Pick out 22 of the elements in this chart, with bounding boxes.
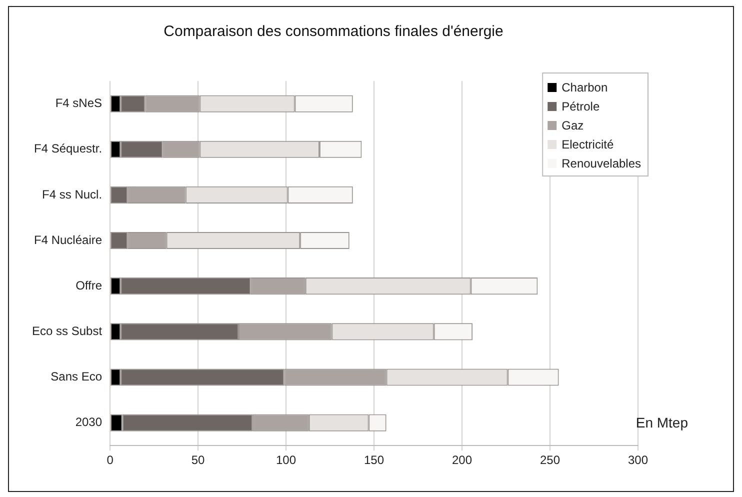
x-tick-label: 300: [628, 453, 648, 468]
x-tick-label: 50: [191, 453, 206, 468]
x-tick-label: 250: [540, 453, 560, 468]
legend-label: Charbon: [562, 80, 608, 94]
y-tick-label: Sans Eco: [50, 370, 102, 384]
legend-label: Pétrole: [562, 99, 600, 114]
x-tick-label: 0: [106, 453, 114, 468]
y-tick-label: Eco ss Subst: [32, 324, 103, 338]
y-tick-label: Offre: [76, 278, 102, 292]
y-tick-label: F4 sNeS: [55, 96, 102, 110]
x-tick-label: 100: [276, 453, 296, 468]
x-tick-label: 150: [364, 453, 384, 468]
y-tick-label: F4 ss Nucl.: [42, 187, 102, 202]
y-tick-label: F4 Séquestr.: [34, 142, 102, 156]
annotation: En Mtep: [636, 414, 688, 430]
y-tick-label: F4 Nucléaire: [34, 232, 102, 247]
legend-label: Gaz: [562, 118, 584, 132]
chart-title: Comparaison des consommations finales d'énergie: [164, 23, 504, 40]
legend-label: Renouvelables: [562, 156, 641, 170]
y-tick-label: 2030: [75, 415, 102, 430]
legend-label: Electricité: [562, 137, 614, 152]
x-tick-label: 200: [452, 453, 472, 468]
